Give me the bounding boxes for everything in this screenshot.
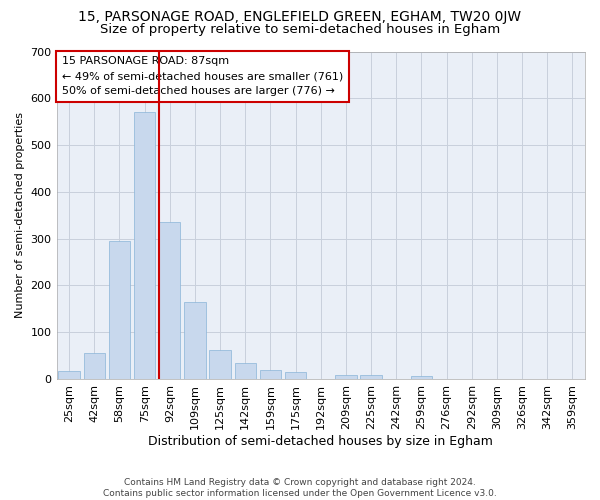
Bar [58,370,80,379]
Bar [159,222,181,379]
Text: 15, PARSONAGE ROAD, ENGLEFIELD GREEN, EGHAM, TW20 0JW: 15, PARSONAGE ROAD, ENGLEFIELD GREEN, EG… [79,10,521,24]
X-axis label: Distribution of semi-detached houses by size in Egham: Distribution of semi-detached houses by … [148,434,493,448]
Bar [335,375,356,379]
Bar [184,302,206,379]
Bar [209,350,231,379]
Bar [411,376,432,379]
Text: 15 PARSONAGE ROAD: 87sqm
← 49% of semi-detached houses are smaller (761)
50% of : 15 PARSONAGE ROAD: 87sqm ← 49% of semi-d… [62,56,343,96]
Text: Size of property relative to semi-detached houses in Egham: Size of property relative to semi-detach… [100,22,500,36]
Bar [134,112,155,379]
Bar [83,353,105,379]
Bar [260,370,281,379]
Text: Contains HM Land Registry data © Crown copyright and database right 2024.
Contai: Contains HM Land Registry data © Crown c… [103,478,497,498]
Y-axis label: Number of semi-detached properties: Number of semi-detached properties [15,112,25,318]
Bar [361,375,382,379]
Bar [235,362,256,379]
Bar [285,372,307,379]
Bar [109,241,130,379]
